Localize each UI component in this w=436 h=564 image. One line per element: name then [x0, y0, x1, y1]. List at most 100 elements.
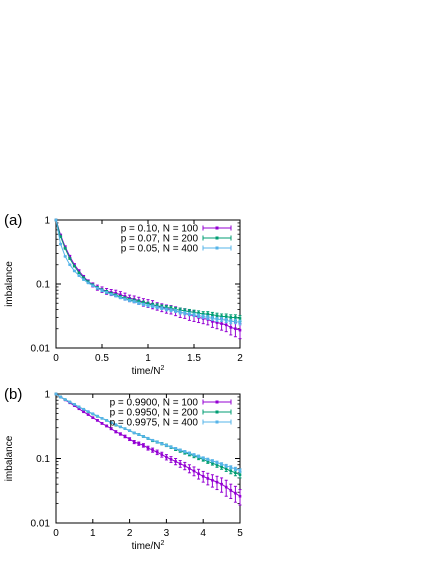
- chart-2-series-3-point: [59, 395, 62, 399]
- chart-1-series-1-point: [114, 291, 118, 295]
- chart-2-series-1-point: [109, 427, 113, 430]
- chart-2-series-1-point: [238, 494, 242, 498]
- chart-2-legend-marker-2: [215, 410, 219, 414]
- chart-2-series-1-point: [155, 450, 159, 454]
- chart-1-legend-marker-2: [215, 236, 219, 240]
- chart-2-series-1-point: [229, 489, 233, 492]
- chart-1-series-3-point: [151, 304, 154, 308]
- chart-1-panel-label: (a): [4, 212, 22, 229]
- chart-2-x-axis-label-superscript: 2: [161, 540, 165, 547]
- chart-2-series-3-point: [142, 435, 145, 438]
- chart-2-series-1-point: [132, 440, 136, 444]
- chart-2-legend-label-3: p = 0.9975, N = 400: [110, 418, 199, 429]
- chart-1-series-2-point: [77, 271, 81, 275]
- chart-2-series-1-point: [151, 448, 154, 452]
- chart-2-series-1-point: [174, 460, 177, 463]
- chart-1-series-2-point: [229, 316, 233, 319]
- chart-2-series-3-point: [96, 414, 99, 418]
- chart-1-series-1-point: [73, 263, 76, 267]
- chart-2-x-tick-label: 3: [164, 528, 170, 539]
- chart-1-series-2-point: [215, 314, 219, 317]
- chart-1-series-2-point: [211, 313, 214, 317]
- chart-1-series-2-point: [234, 316, 237, 319]
- chart-1-legend-marker-1: [215, 226, 219, 230]
- chart-1-legend-label-1: p = 0.10, N = 100: [121, 224, 199, 235]
- chart-1-series-3-point: [146, 304, 150, 307]
- chart-2-series-3-point: [151, 438, 154, 442]
- chart-1-series-2-point: [206, 312, 210, 316]
- chart-2-series-1-point: [188, 467, 191, 470]
- chart-2-y-tick-label: 0.01: [31, 519, 51, 530]
- chart-1-y-axis-label: imbalance: [4, 261, 15, 307]
- chart-2-series-3-point: [91, 412, 95, 415]
- chart-2-series-1-point: [91, 416, 95, 419]
- chart-1-series-3-point: [77, 274, 81, 277]
- chart-1-x-tick-label: 1.5: [187, 353, 201, 364]
- chart-2-series-1-point: [77, 407, 81, 411]
- chart-2-series-1-point: [86, 413, 90, 416]
- chart-1-series-1-point: [215, 321, 219, 324]
- chart-1-series-3-point: [82, 278, 85, 281]
- chart-1-series-1-point: [68, 255, 72, 258]
- chart-2-series-3-point: [82, 407, 85, 411]
- chart-1-y-tick-label: 0.01: [31, 344, 51, 355]
- chart-1-series-3-point: [155, 306, 159, 309]
- chart-2-series-3-point: [63, 398, 67, 401]
- chart-2-series-1-point: [146, 446, 150, 450]
- chart-1-series-3-point: [54, 218, 58, 222]
- chart-2-series-1-point: [100, 422, 104, 425]
- chart-2-series-3-point: [128, 429, 131, 432]
- chart-1-series-2-point: [178, 308, 182, 312]
- chart-1-x-tick-label: 1: [145, 353, 151, 364]
- chart-2-series-3-point: [174, 447, 177, 450]
- chart-1-series-3-point: [132, 300, 136, 303]
- chart-1-series-3-point: [63, 255, 67, 258]
- chart-2-series-1-point: [211, 478, 214, 482]
- chart-1-x-axis-label-text: time/N: [132, 366, 161, 377]
- chart-2-legend-marker-1: [215, 400, 219, 404]
- chart-2-series-3-point: [215, 461, 219, 464]
- chart-1-series-2-point: [188, 310, 191, 313]
- chart-1-series-2-point: [197, 311, 200, 315]
- chart-1-series-3-point: [229, 320, 233, 323]
- chart-2-series-3-point: [119, 425, 122, 429]
- chart-1-x-tick-label: 0.5: [95, 353, 109, 364]
- chart-1-series-3-point: [165, 308, 168, 311]
- chart-1-series-3-point: [169, 308, 173, 312]
- chart-2-series-3-point: [132, 431, 136, 435]
- chart-2-series-3-point: [105, 419, 108, 422]
- chart-1-legend-label-3: p = 0.05, N = 400: [121, 244, 199, 255]
- chart-1-series-2-point: [220, 315, 223, 318]
- chart-1-series-1-point: [224, 323, 228, 327]
- chart-1-series-2-point: [146, 302, 150, 306]
- chart-2-series-3-point: [77, 405, 81, 409]
- chart-1-series-2-point: [68, 257, 72, 260]
- chart-2-series-3-point: [211, 459, 214, 463]
- chart-1-series-3-point: [224, 319, 228, 322]
- chart-2-series-1-point: [160, 453, 164, 456]
- chart-1-x-axis-label-superscript: 2: [161, 365, 165, 372]
- chart-2-series-1-point: [178, 462, 182, 466]
- chart-2-series-3-point: [73, 403, 76, 406]
- chart-1-series-3-point: [192, 313, 196, 317]
- chart-1-series-1-point: [77, 269, 81, 273]
- chart-1-series-2-point: [201, 312, 205, 316]
- chart-1-series-3-point: [105, 291, 108, 294]
- chart-2-series-2-point: [220, 465, 223, 469]
- chart-2-series-2-point: [234, 471, 237, 475]
- chart-2-series-3-point: [183, 450, 187, 453]
- chart-1-series-2-point: [73, 264, 76, 268]
- chart-2-series-2-point: [224, 467, 228, 471]
- chart-1-series-3-point: [119, 296, 122, 300]
- chart-1-series-2-point: [63, 247, 67, 250]
- chart-2-series-3-point: [86, 410, 90, 413]
- chart-1-series-1-point: [63, 245, 67, 249]
- chart-2-series-3-point: [188, 451, 191, 455]
- chart-1-series-3-point: [206, 316, 210, 319]
- chart-2-series-3-point: [137, 433, 141, 436]
- chart-2-series-3-point: [114, 423, 118, 426]
- chart-2-series-1-point: [165, 455, 168, 459]
- chart-2-series-1-point: [82, 410, 85, 414]
- chart-1-series-2-point: [82, 276, 85, 280]
- chart-1-series-3-point: [197, 314, 200, 317]
